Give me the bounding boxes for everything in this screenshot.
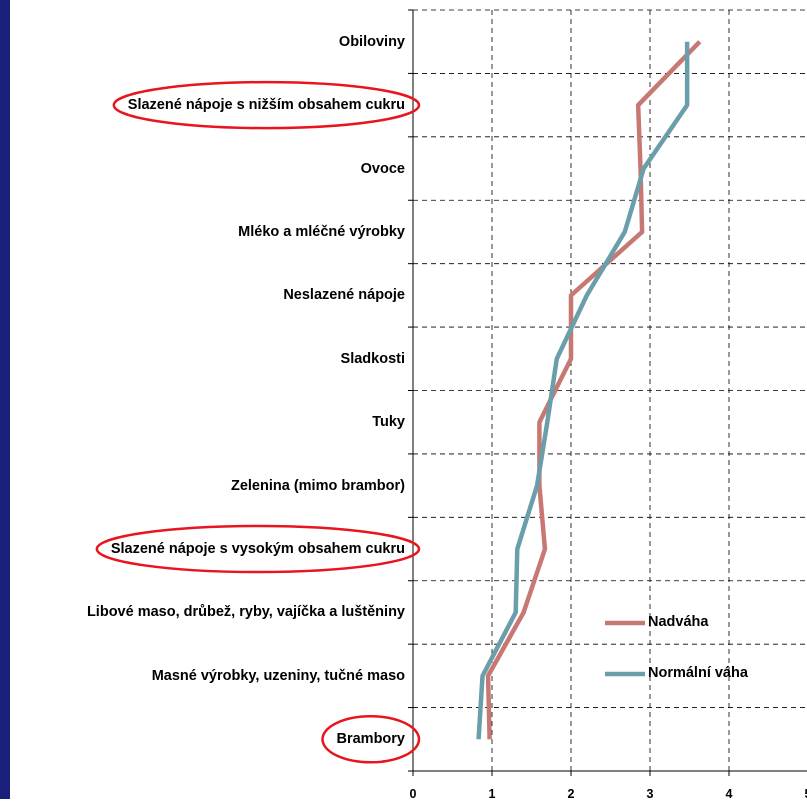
category-label: Mléko a mléčné výrobky: [5, 222, 405, 242]
legend-label: Nadváha: [648, 614, 708, 630]
category-label: Ovoce: [5, 159, 405, 179]
category-label: Neslazené nápoje: [5, 285, 405, 305]
category-label: Slazené nápoje s nižším obsahem cukru: [5, 95, 405, 115]
legend-label: Normální váha: [648, 665, 748, 681]
grid-lines: [413, 10, 807, 771]
category-label: Brambory: [5, 729, 405, 749]
category-label: Masné výrobky, uzeniny, tučné maso: [5, 666, 405, 686]
category-label: Tuky: [5, 412, 405, 432]
category-label: Libové maso, drůbež, ryby, vajíčka a luš…: [5, 602, 405, 622]
x-axis: [408, 10, 807, 776]
legend: [605, 623, 645, 674]
category-label: Obiloviny: [5, 32, 405, 52]
category-label: Sladkosti: [5, 349, 405, 369]
category-label: Zelenina (mimo brambor): [5, 476, 405, 496]
category-label: Slazené nápoje s vysokým obsahem cukru: [5, 539, 405, 559]
